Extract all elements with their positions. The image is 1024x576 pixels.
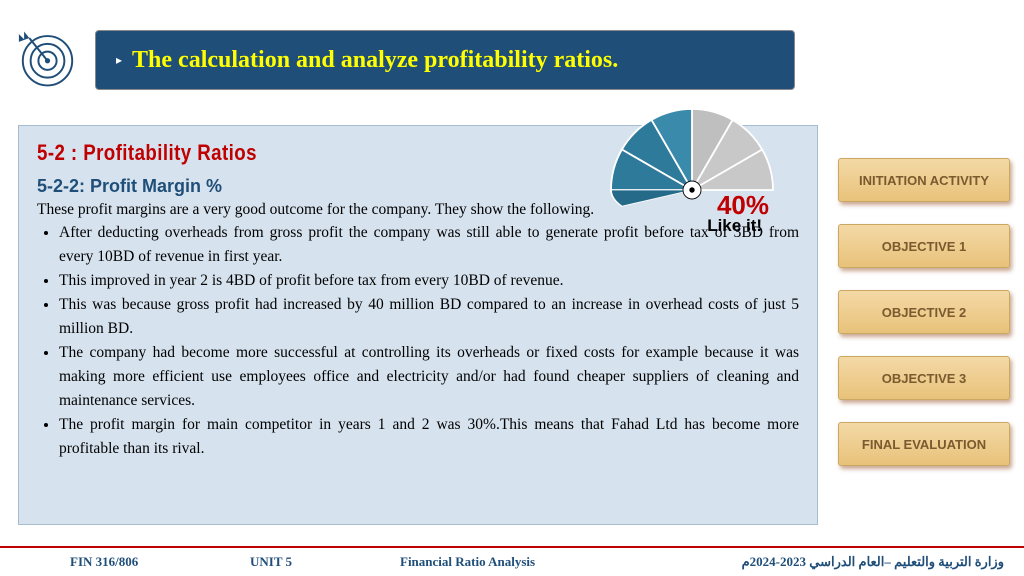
list-item: The company had become more successful a… xyxy=(59,341,799,413)
nav-objective-3[interactable]: OBJECTIVE 3 xyxy=(838,356,1010,400)
footer-topic: Financial Ratio Analysis xyxy=(400,554,535,570)
nav-initiation-activity[interactable]: INITIATION ACTIVITY xyxy=(838,158,1010,202)
page-title: The calculation and analyze profitabilit… xyxy=(132,47,618,74)
title-bar: ▸ The calculation and analyze profitabil… xyxy=(95,30,795,90)
nav-objective-1[interactable]: OBJECTIVE 1 xyxy=(838,224,1010,268)
list-item: The profit margin for main competitor in… xyxy=(59,413,799,461)
list-item: After deducting overheads from gross pro… xyxy=(59,221,799,269)
sidebar: INITIATION ACTIVITY OBJECTIVE 1 OBJECTIV… xyxy=(838,158,1010,466)
section-heading: 5-2 : Profitability Ratios xyxy=(37,140,685,166)
nav-objective-2[interactable]: OBJECTIVE 2 xyxy=(838,290,1010,334)
list-item: This improved in year 2 is 4BD of profit… xyxy=(59,269,799,293)
footer-course: FIN 316/806 xyxy=(70,554,138,570)
content-panel: 5-2 : Profitability Ratios 5-2-2: Profit… xyxy=(18,125,818,525)
target-icon xyxy=(15,25,80,90)
footer-unit: UNIT 5 xyxy=(250,554,292,570)
bullet-list: After deducting overheads from gross pro… xyxy=(37,221,799,461)
footer: FIN 316/806 UNIT 5 Financial Ratio Analy… xyxy=(0,548,1024,576)
footer-arabic: وزارة التربية والتعليم –العام الدراسي 20… xyxy=(742,554,1004,570)
nav-final-evaluation[interactable]: FINAL EVALUATION xyxy=(838,422,1010,466)
like-label: Like it! xyxy=(707,216,762,236)
list-item: This was because gross profit had increa… xyxy=(59,293,799,341)
